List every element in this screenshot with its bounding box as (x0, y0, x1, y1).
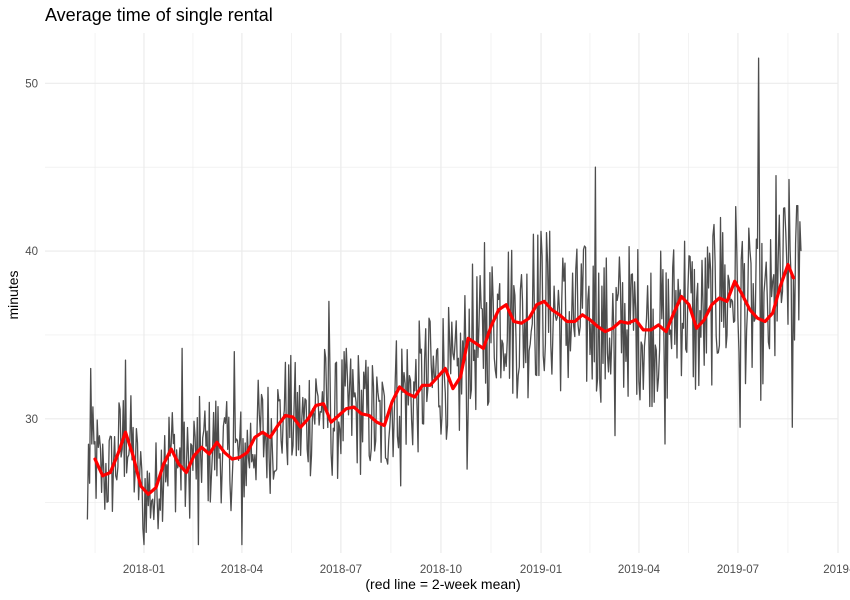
mean-series (93, 262, 796, 496)
mean-series-line (93, 262, 796, 496)
y-tick-label: 30 (25, 414, 38, 426)
y-tick-label: 50 (25, 78, 38, 90)
chart-title: Average time of single rental (45, 5, 273, 25)
y-tick-label: 40 (25, 246, 38, 258)
daily-series-line (86, 57, 802, 546)
x-tick-label: 2019-01 (520, 564, 562, 576)
x-axis-ticks: 2018-01 2018-04 2018-07 2018-10 2019-01 2019-… (123, 564, 850, 576)
y-axis-label: minutes (5, 270, 21, 319)
x-tick-label: 2018-10 (420, 564, 462, 576)
x-tick-label: 2019-07 (717, 564, 759, 576)
x-axis-label: (red line = 2-week mean) (365, 576, 520, 592)
x-tick-label: 2019- (823, 564, 850, 576)
x-tick-label: 2018-07 (320, 564, 362, 576)
x-tick-label: 2018-04 (221, 564, 264, 576)
daily-series (86, 57, 802, 546)
x-tick-label: 2019-04 (618, 564, 661, 576)
x-tick-label: 2018-01 (123, 564, 165, 576)
y-axis-ticks: 30 40 50 (25, 78, 38, 425)
